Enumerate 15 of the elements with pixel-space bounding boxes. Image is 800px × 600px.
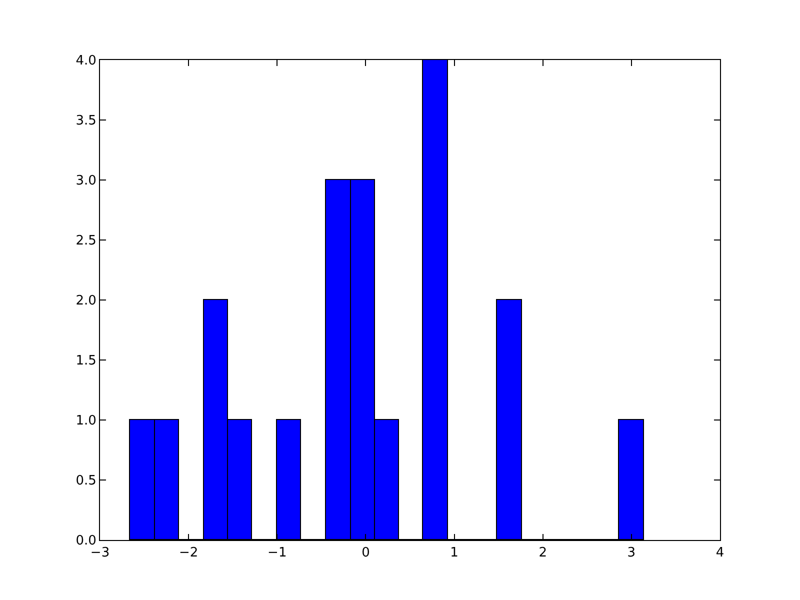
y-tick-label: 2.5 — [76, 234, 96, 249]
y-tick-label: 2.0 — [76, 294, 96, 309]
y-tick-label: 1.0 — [76, 414, 96, 429]
y-tick-label: 1.5 — [76, 354, 96, 369]
y-tick-label: 4.0 — [76, 54, 96, 69]
y-tick-label: 0.5 — [76, 474, 96, 489]
x-tick-label: 3 — [627, 546, 636, 561]
x-tick-label: −2 — [178, 546, 198, 561]
x-tick-label: 0 — [362, 546, 370, 561]
y-tick-label: 3.0 — [76, 174, 96, 189]
x-tick-label: −1 — [268, 546, 287, 561]
x-tick-label: 1 — [450, 546, 458, 561]
x-tick-label: 2 — [538, 546, 547, 561]
y-tick-label: 3.5 — [76, 114, 96, 129]
x-tick-label: 4 — [716, 546, 724, 561]
